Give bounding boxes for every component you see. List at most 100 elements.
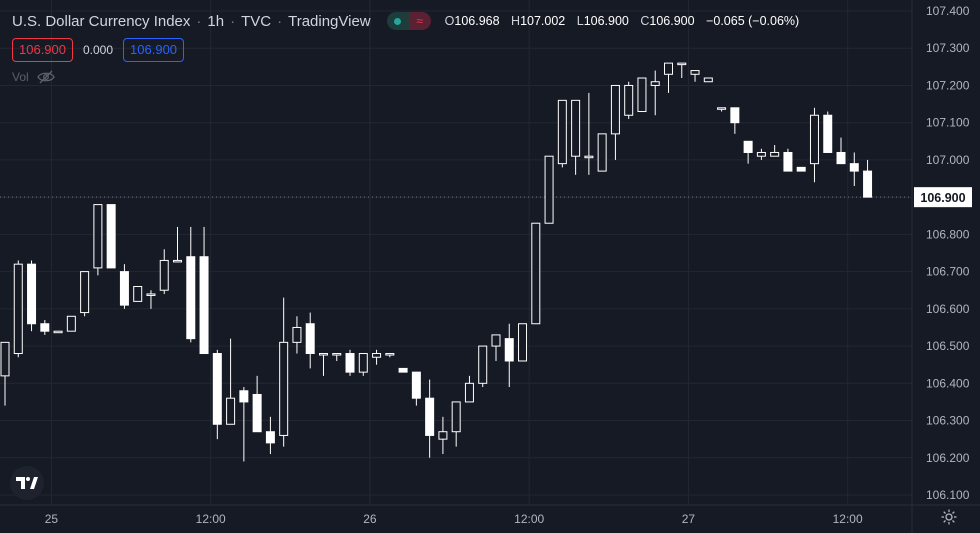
candle[interactable] (770, 145, 780, 157)
candle[interactable] (756, 148, 766, 160)
tradingview-logo-icon[interactable] (10, 466, 44, 500)
candle[interactable] (133, 286, 143, 302)
candle-body (53, 330, 63, 334)
y-tick-label: 106.100 (926, 488, 970, 502)
candle[interactable] (199, 226, 209, 355)
candle[interactable] (650, 70, 660, 116)
candle[interactable] (624, 81, 634, 119)
candle[interactable] (451, 401, 461, 447)
candle[interactable] (146, 290, 156, 309)
candle-body (690, 70, 700, 75)
candle[interactable] (717, 107, 727, 112)
candle-body (557, 99, 567, 165)
y-tick-label: 107.200 (926, 78, 970, 92)
candle-body (385, 353, 395, 356)
candle[interactable] (584, 92, 594, 175)
candle[interactable] (743, 140, 753, 164)
candle[interactable] (173, 226, 183, 263)
candle[interactable] (571, 99, 581, 175)
candle[interactable] (425, 379, 435, 458)
candle[interactable] (398, 367, 408, 373)
candle[interactable] (610, 84, 620, 160)
candle[interactable] (40, 320, 50, 335)
candle[interactable] (730, 107, 740, 134)
candle[interactable] (332, 353, 342, 361)
candle[interactable] (690, 70, 700, 82)
candle[interactable] (518, 323, 528, 362)
candle[interactable] (703, 77, 713, 83)
candle[interactable] (836, 137, 846, 165)
candle[interactable] (664, 62, 673, 93)
settings-gear-icon[interactable] (941, 509, 957, 525)
candle[interactable] (305, 312, 315, 369)
candle[interactable] (491, 334, 501, 361)
candle[interactable] (292, 316, 302, 354)
candle[interactable] (504, 323, 514, 388)
interval-label[interactable]: 1h (207, 12, 225, 30)
candle[interactable] (823, 111, 833, 153)
eye-off-icon[interactable] (36, 70, 55, 84)
candle[interactable] (318, 353, 328, 376)
buy-price-button[interactable]: 106.900 (123, 38, 185, 62)
x-tick-label: 26 (363, 512, 377, 526)
y-tick-label: 106.400 (926, 376, 970, 390)
change-value: −0.065 (−0.06%) (706, 14, 800, 28)
candle[interactable] (0, 341, 10, 406)
candle[interactable] (597, 133, 607, 172)
y-tick-label: 106.700 (926, 265, 970, 279)
candle-body (425, 397, 435, 436)
candle[interactable] (93, 204, 103, 276)
candle[interactable] (677, 62, 687, 79)
symbol-title[interactable]: U.S. Dollar Currency Index (12, 12, 191, 30)
candle[interactable] (544, 155, 554, 224)
candle-body (464, 382, 474, 403)
candle[interactable] (809, 107, 819, 183)
candle[interactable] (13, 260, 23, 358)
candle[interactable] (464, 375, 474, 403)
candle-body (411, 371, 421, 399)
open-value: 106.968 (454, 14, 500, 28)
candle-body (783, 151, 793, 172)
chart-legend: U.S. Dollar Currency Index · 1h · TVC · … (12, 12, 800, 30)
candle[interactable] (385, 353, 395, 358)
sell-price-button[interactable]: 106.900 (12, 38, 73, 62)
candle[interactable] (27, 260, 37, 332)
candle[interactable] (783, 148, 793, 172)
candle[interactable] (796, 166, 806, 172)
candle[interactable] (252, 375, 262, 433)
candle[interactable] (438, 416, 448, 455)
candle[interactable] (531, 222, 541, 325)
candle-body (226, 397, 236, 425)
candle[interactable] (119, 264, 129, 309)
candle[interactable] (186, 226, 196, 343)
candle[interactable] (358, 353, 368, 376)
candle[interactable] (279, 297, 289, 447)
candle[interactable] (212, 349, 222, 440)
candle[interactable] (557, 99, 567, 168)
candle-body (823, 114, 833, 153)
candle[interactable] (226, 338, 236, 425)
candle-body (849, 163, 859, 172)
candle[interactable] (863, 159, 873, 198)
y-tick-label: 106.800 (926, 227, 970, 241)
candle[interactable] (372, 349, 382, 365)
candle[interactable] (411, 371, 421, 406)
candle[interactable] (106, 204, 116, 269)
candle[interactable] (53, 330, 63, 334)
candle[interactable] (637, 77, 647, 113)
candle[interactable] (159, 249, 169, 294)
candle[interactable] (849, 152, 859, 186)
candle[interactable] (478, 345, 488, 388)
candle[interactable] (80, 271, 90, 317)
candle-body (93, 204, 103, 269)
candle[interactable] (345, 349, 355, 376)
candle[interactable] (66, 315, 76, 332)
market-status-icon[interactable]: ≈ (386, 12, 431, 30)
candle-body (398, 367, 408, 373)
volume-indicator[interactable]: Vol (12, 70, 55, 84)
candle-body (624, 84, 634, 116)
candle[interactable] (265, 416, 275, 455)
candle-body (438, 431, 448, 440)
candle[interactable] (239, 387, 249, 462)
